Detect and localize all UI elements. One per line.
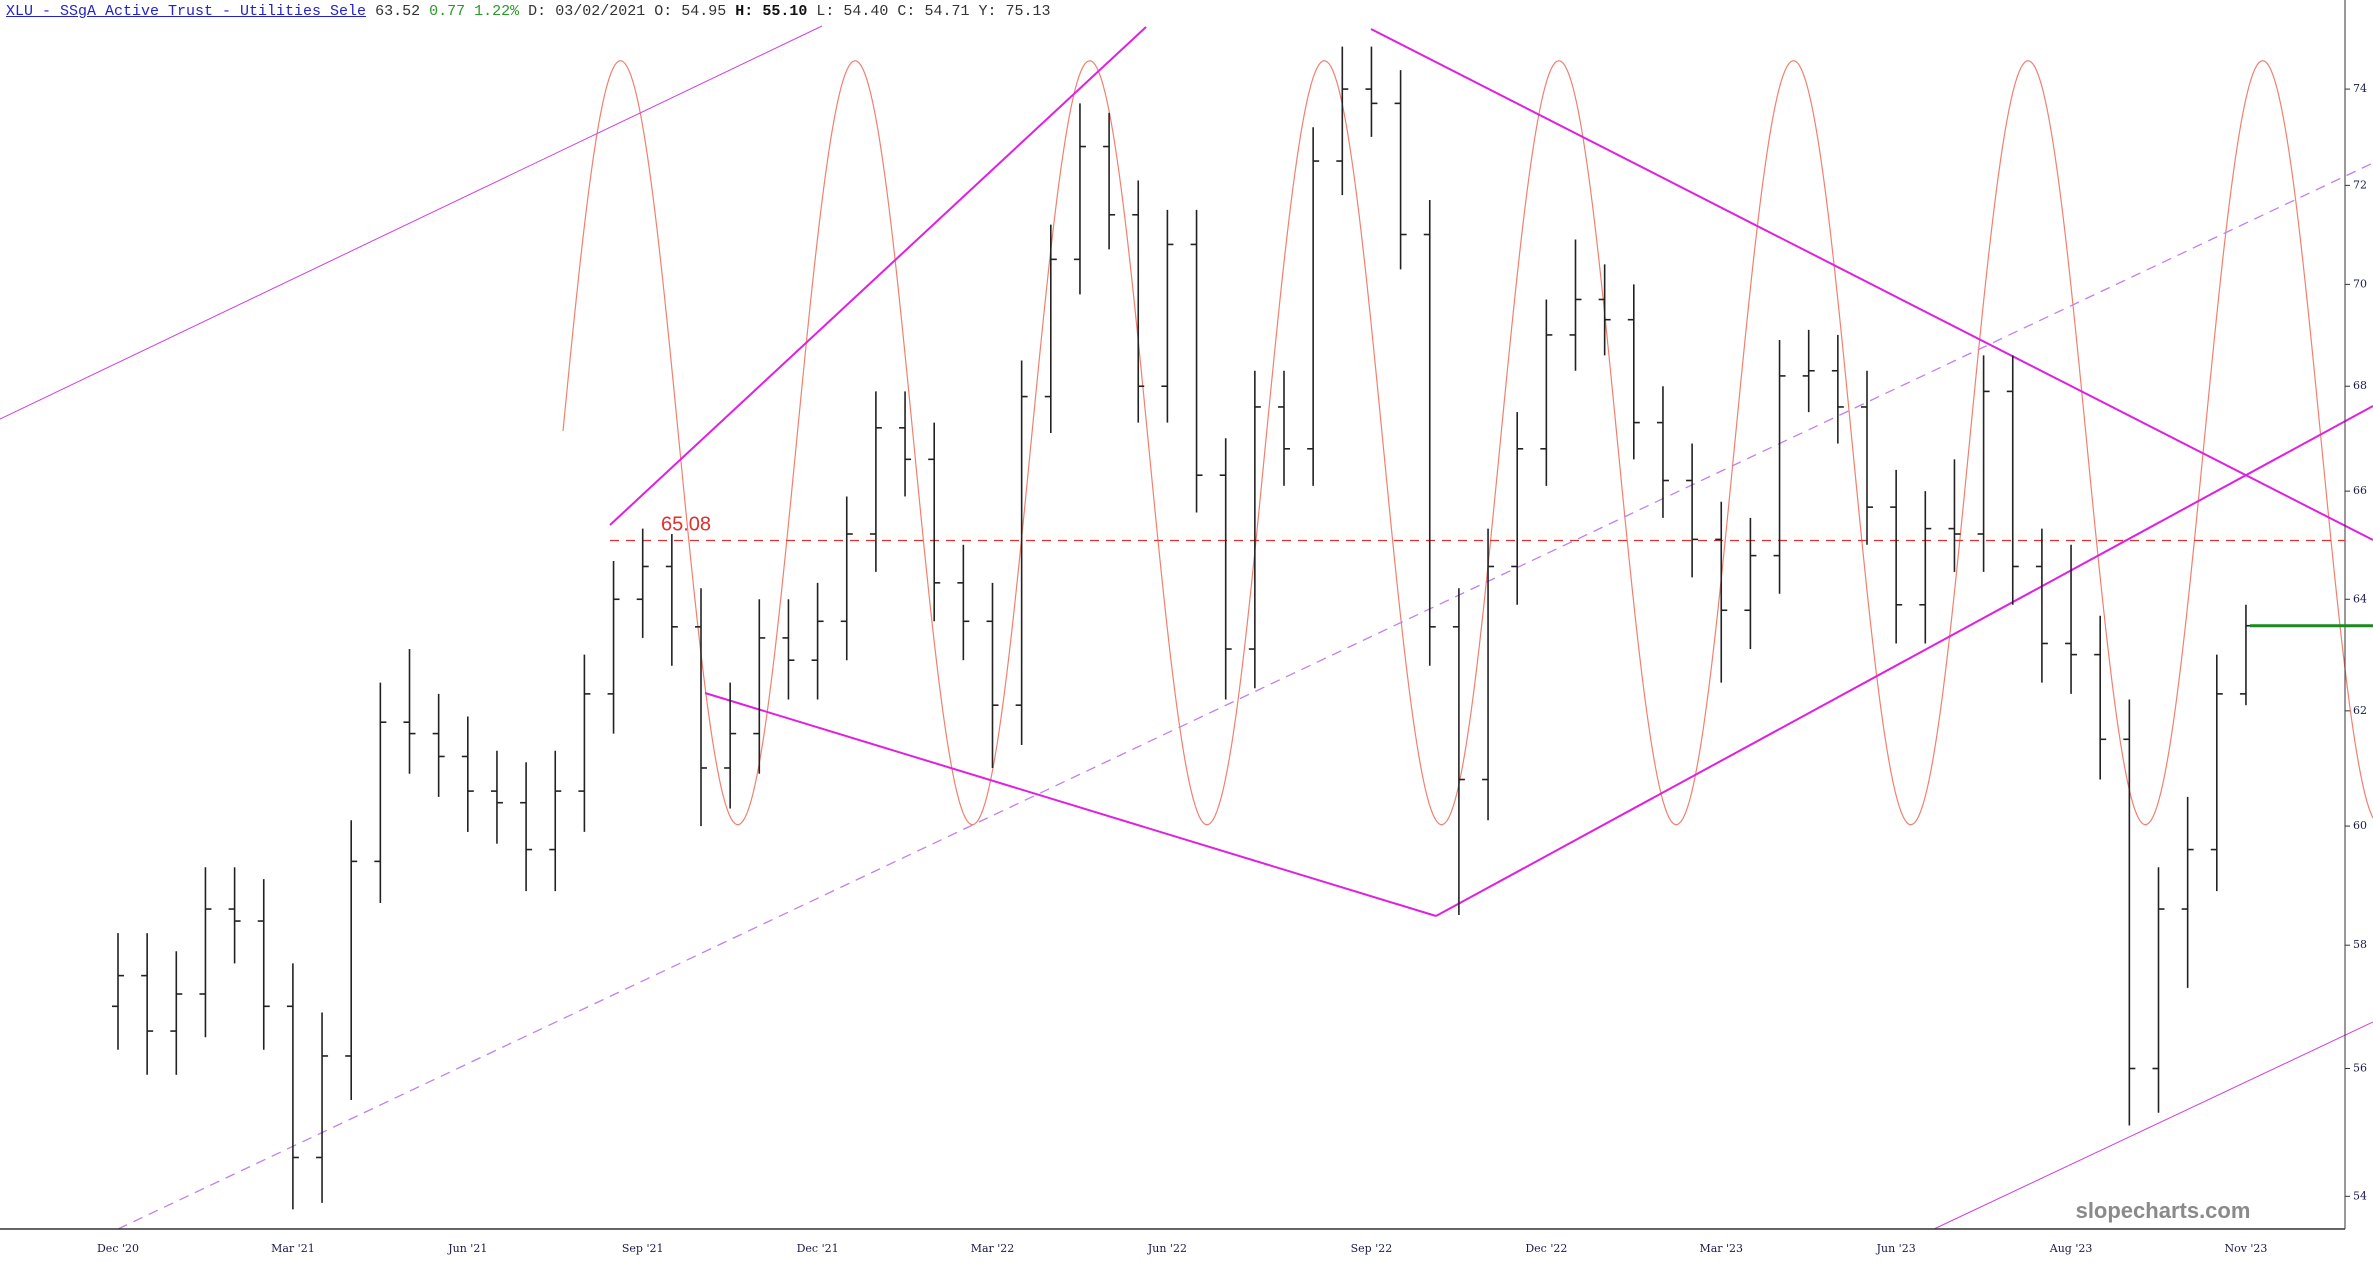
- header: XLU - SSgA Active Trust - Utilities Sele…: [6, 3, 1051, 20]
- y-tick-label: 60: [2353, 819, 2367, 832]
- ticker-title[interactable]: XLU - SSgA Active Trust - Utilities Sele: [6, 3, 367, 20]
- trend-line: [0, 25, 823, 420]
- watermark: slopecharts.com: [2076, 1198, 2251, 1223]
- y-tick-label: 74: [2353, 82, 2367, 95]
- trend-line: [609, 26, 1147, 526]
- field-label: H:: [735, 3, 754, 20]
- change-pct: 1.22%: [474, 3, 520, 20]
- y-tick-label: 66: [2353, 484, 2367, 497]
- y-tick-label: 70: [2353, 277, 2367, 290]
- x-tick-label: Dec '22: [1525, 1242, 1567, 1255]
- y-tick-label: 56: [2353, 1062, 2367, 1075]
- x-tick-label: Mar '22: [971, 1242, 1015, 1255]
- y-tick-label: 62: [2353, 704, 2367, 717]
- field-label: D:: [528, 3, 547, 20]
- field-value: 54.95: [681, 3, 727, 20]
- field-value: 54.71: [924, 3, 970, 20]
- field-value: 03/02/2021: [555, 3, 646, 20]
- x-tick-label: Dec '21: [797, 1242, 839, 1255]
- y-tick-label: 64: [2353, 592, 2367, 605]
- horizontal-line-label: 65.08: [661, 514, 711, 536]
- x-tick-label: Jun '23: [1876, 1242, 1916, 1255]
- x-tick-label: Mar '21: [271, 1242, 315, 1255]
- field-label: L:: [816, 3, 835, 20]
- channel-line: [117, 162, 2373, 1230]
- field-value: 55.10: [762, 3, 808, 20]
- cycle-curve: [562, 60, 2373, 826]
- x-tick-label: Jun '22: [1147, 1242, 1187, 1255]
- trend-line: [704, 692, 1437, 917]
- field-value: 54.40: [843, 3, 889, 20]
- change: 0.77: [429, 3, 466, 20]
- x-tick-label: Jun '21: [447, 1242, 487, 1255]
- x-tick-label: Aug '23: [2049, 1242, 2093, 1255]
- field-label: O:: [654, 3, 673, 20]
- y-tick-label: 58: [2353, 938, 2367, 951]
- y-tick-label: 68: [2353, 379, 2367, 392]
- x-tick-label: Sep '22: [1351, 1242, 1393, 1255]
- field-value: 75.13: [1005, 3, 1051, 20]
- trend-line: [1435, 405, 2373, 917]
- x-tick-label: Sep '21: [622, 1242, 664, 1255]
- field-label: C:: [897, 3, 916, 20]
- field-label: Y:: [978, 3, 997, 20]
- y-tick-label: 72: [2353, 178, 2367, 191]
- y-tick-label: 54: [2353, 1189, 2367, 1202]
- x-tick-label: Nov '23: [2224, 1242, 2267, 1255]
- trend-line: [1933, 1021, 2373, 1230]
- last-price: 63.52: [375, 3, 421, 20]
- trend-line: [1370, 28, 2373, 541]
- x-tick-label: Mar '23: [1699, 1242, 1743, 1255]
- x-tick-label: Dec '20: [97, 1242, 139, 1255]
- drawings: [0, 25, 2373, 1230]
